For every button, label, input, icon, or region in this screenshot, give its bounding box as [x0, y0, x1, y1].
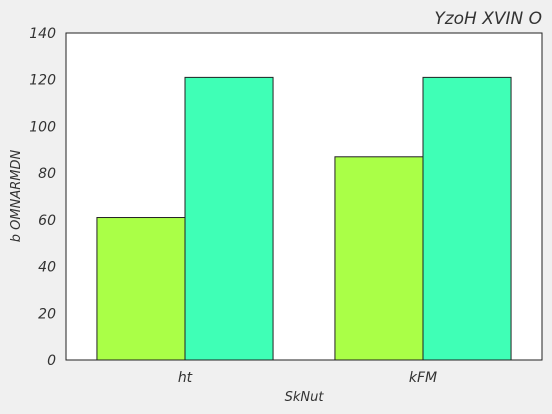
y-axis-label: b OMNARMDN — [9, 150, 24, 243]
y-tick-label: 20 — [38, 306, 56, 322]
x-axis-label: SkNut — [285, 390, 325, 405]
y-tick-label: 100 — [29, 119, 56, 135]
y-tick-label: 120 — [29, 73, 56, 89]
x-ticks-group: ht kFM — [178, 370, 437, 386]
bar-kFM-series-2 — [422, 76, 512, 361]
y-ticks-group: 0 20 40 60 80 100 120 140 — [29, 26, 56, 369]
y-tick-label: 40 — [38, 260, 56, 276]
bar-ht-series-1 — [96, 217, 186, 361]
y-tick-label: 140 — [29, 26, 56, 42]
y-tick-label: 60 — [38, 213, 56, 229]
bar-kFM-series-1 — [334, 156, 424, 361]
y-tick-label: 0 — [47, 353, 56, 369]
x-tick-label: ht — [178, 370, 193, 386]
bar-ht-series-2 — [184, 76, 274, 361]
y-tick-label: 80 — [38, 166, 56, 182]
x-tick-label: kFM — [409, 370, 437, 386]
bars-group — [96, 76, 512, 361]
chart-title: YzoH XVIN O — [434, 9, 542, 29]
